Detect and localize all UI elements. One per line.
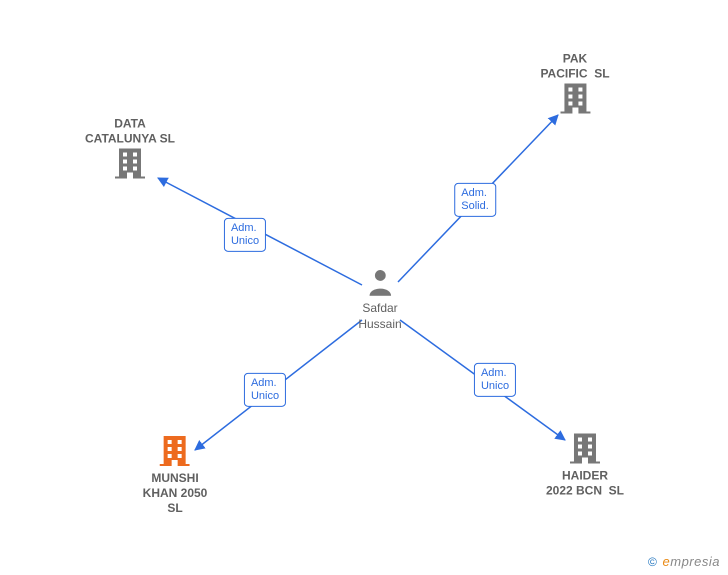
company-node-label: HAIDER2022 BCN SL bbox=[546, 469, 624, 499]
network-diagram: Safdar Hussain DATACATALUNYA SL PAKPACIF… bbox=[0, 0, 728, 575]
edge-label: Adm. Unico bbox=[224, 218, 266, 252]
copyright-symbol: © bbox=[648, 555, 657, 569]
building-icon bbox=[85, 147, 175, 184]
company-node: PAKPACIFIC SL bbox=[540, 52, 609, 119]
building-icon bbox=[143, 434, 208, 471]
edge-label: Adm. Unico bbox=[244, 373, 286, 407]
company-node: MUNSHIKHAN 2050SL bbox=[143, 434, 208, 516]
brand-rest: mpresia bbox=[670, 554, 720, 569]
building-icon bbox=[540, 82, 609, 119]
center-node-label: Safdar Hussain bbox=[358, 301, 401, 332]
company-node: DATACATALUNYA SL bbox=[85, 117, 175, 184]
edge-label: Adm. Unico bbox=[474, 363, 516, 397]
building-icon bbox=[546, 432, 624, 469]
company-node-label: MUNSHIKHAN 2050SL bbox=[143, 471, 208, 516]
company-node-label: PAKPACIFIC SL bbox=[540, 52, 609, 82]
watermark: © empresia bbox=[648, 554, 720, 569]
company-node: HAIDER2022 BCN SL bbox=[546, 432, 624, 499]
edge-label: Adm. Solid. bbox=[454, 183, 496, 217]
company-node-label: DATACATALUNYA SL bbox=[85, 117, 175, 147]
center-node: Safdar Hussain bbox=[358, 268, 401, 332]
person-icon bbox=[367, 268, 393, 296]
